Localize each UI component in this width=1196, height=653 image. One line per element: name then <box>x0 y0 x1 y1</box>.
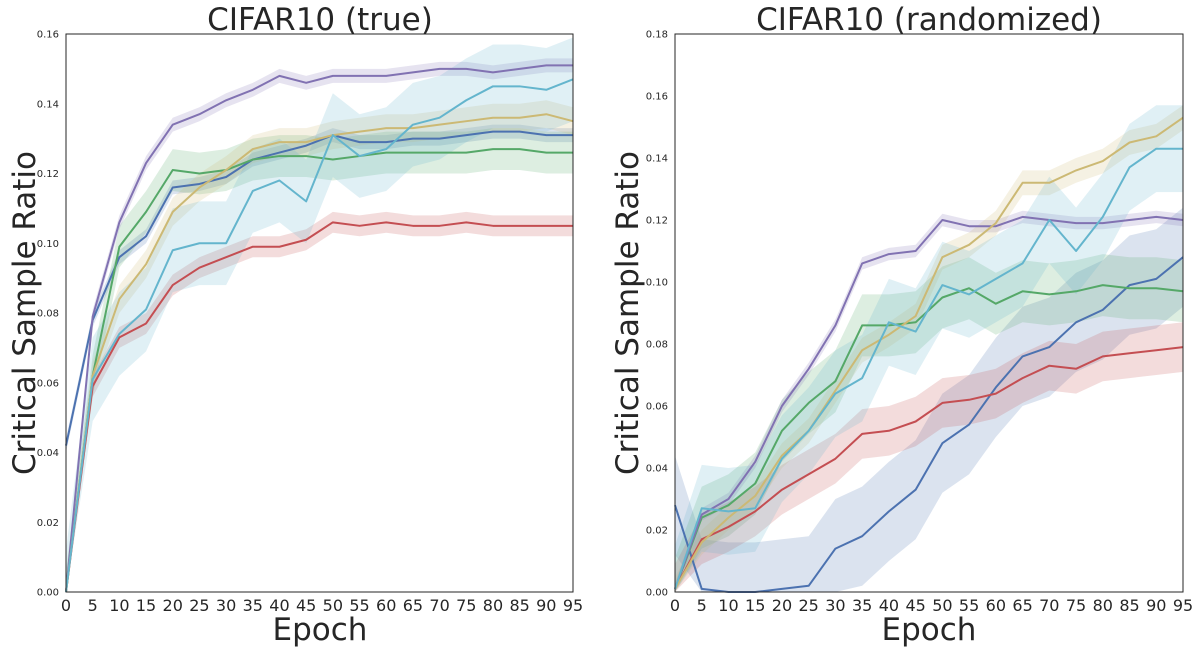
chart-cifar10-randomized: CIFAR10 (randomized) Epoch Critical Samp… <box>610 2 1193 648</box>
plot-frame <box>674 33 1184 593</box>
x-tick-label: 90 <box>536 596 556 615</box>
x-tick-label: 20 <box>772 596 792 615</box>
x-tick-label: 15 <box>136 596 156 615</box>
x-tick-label: 70 <box>1039 596 1059 615</box>
x-tick-label: 30 <box>825 596 845 615</box>
x-tick-label: 55 <box>349 596 369 615</box>
x-tick-label: 50 <box>323 596 343 615</box>
x-tick-label: 20 <box>163 596 183 615</box>
series-1-line <box>65 148 573 593</box>
x-tick-label: 80 <box>483 596 503 615</box>
x-tick-label: 5 <box>697 596 707 615</box>
y-axis-label: Critical Sample Ratio <box>7 151 43 475</box>
y-ticks: 0.00 0.02 0.04 0.06 0.08 0.10 0.12 0.14 0.16 0.18 <box>646 30 668 599</box>
x-tick-label: 65 <box>403 596 423 615</box>
x-tick-label: 75 <box>1066 596 1086 615</box>
x-tick-label: 40 <box>269 596 289 615</box>
plot-frame <box>65 33 574 593</box>
series-4-band <box>675 105 1183 593</box>
plot-area <box>674 105 1184 593</box>
x-ticks: 0 5 10 15 20 25 30 35 40 45 50 55 60 65 70 75 80 85 90 95 <box>61 596 583 615</box>
y-tick-label: 0.10 <box>646 278 668 289</box>
confidence-bands <box>66 37 573 593</box>
x-tick-label: 40 <box>879 596 899 615</box>
y-tick-label: 0.02 <box>646 526 668 537</box>
series-5-band <box>66 37 573 593</box>
x-tick-label: 25 <box>189 596 209 615</box>
x-tick-label: 45 <box>296 596 316 615</box>
series-lines <box>65 64 574 593</box>
y-tick-label: 0.18 <box>646 30 668 41</box>
series-4-line <box>674 116 1184 590</box>
series-0-line <box>674 256 1184 593</box>
chart-title: CIFAR10 (randomized) <box>756 2 1102 38</box>
series-5-line <box>674 147 1183 590</box>
series-4-line <box>65 113 574 593</box>
y-tick-label: 0.06 <box>37 378 59 389</box>
x-tick-label: 70 <box>429 596 449 615</box>
x-ticks: 0 5 10 15 20 25 30 35 40 45 50 55 60 65 70 75 80 85 90 95 <box>670 596 1193 615</box>
x-tick-label: 60 <box>376 596 396 615</box>
x-tick-label: 35 <box>852 596 872 615</box>
y-tick-label: 0.12 <box>646 216 668 227</box>
series-5-line <box>65 78 574 593</box>
series-2-line <box>674 346 1184 590</box>
x-tick-label: 10 <box>718 596 738 615</box>
x-tick-label: 35 <box>243 596 263 615</box>
x-tick-label: 65 <box>1012 596 1032 615</box>
series-0-band <box>675 207 1183 592</box>
series-0-line <box>65 130 573 446</box>
x-tick-label: 45 <box>905 596 925 615</box>
x-tick-label: 10 <box>109 596 129 615</box>
x-tick-label: 60 <box>986 596 1006 615</box>
y-tick-label: 0.06 <box>646 402 668 413</box>
x-tick-label: 30 <box>216 596 236 615</box>
x-tick-label: 25 <box>799 596 819 615</box>
y-tick-label: 0.00 <box>37 588 59 599</box>
x-tick-label: 75 <box>456 596 476 615</box>
y-tick-label: 0.14 <box>646 154 668 165</box>
x-tick-label: 0 <box>670 596 680 615</box>
x-tick-label: 55 <box>959 596 979 615</box>
x-tick-label: 95 <box>563 596 583 615</box>
x-tick-label: 90 <box>1146 596 1166 615</box>
x-tick-label: 50 <box>932 596 952 615</box>
y-tick-label: 0.04 <box>37 448 59 459</box>
y-tick-label: 0.04 <box>646 464 668 475</box>
y-tick-label: 0.12 <box>37 169 59 180</box>
x-tick-label: 15 <box>745 596 765 615</box>
x-tick-label: 95 <box>1173 596 1193 615</box>
y-tick-label: 0.02 <box>37 518 59 529</box>
plot-area <box>65 37 574 593</box>
x-axis-label: Epoch <box>273 612 368 648</box>
y-tick-label: 0.00 <box>646 588 668 599</box>
y-axis-label: Critical Sample Ratio <box>610 151 646 475</box>
series-3-line <box>65 64 573 593</box>
y-tick-label: 0.14 <box>37 99 59 110</box>
y-tick-label: 0.16 <box>37 30 59 41</box>
confidence-bands <box>675 105 1183 593</box>
series-2-line <box>65 221 573 593</box>
series-2-band <box>675 322 1183 592</box>
x-tick-label: 5 <box>88 596 98 615</box>
x-axis-label: Epoch <box>882 612 977 648</box>
y-ticks: 0.00 0.02 0.04 0.06 0.08 0.10 0.12 0.14 0.16 <box>37 30 59 599</box>
series-lines <box>674 116 1184 593</box>
x-tick-label: 85 <box>1119 596 1139 615</box>
y-tick-label: 0.08 <box>646 340 668 351</box>
x-tick-label: 80 <box>1093 596 1113 615</box>
y-tick-label: 0.10 <box>37 239 59 250</box>
x-tick-label: 85 <box>509 596 529 615</box>
y-tick-label: 0.16 <box>646 92 668 103</box>
x-tick-label: 0 <box>61 596 71 615</box>
chart-title: CIFAR10 (true) <box>207 2 433 38</box>
chart-cifar10-true: CIFAR10 (true) Epoch Critical Sample Rat… <box>7 2 583 648</box>
y-tick-label: 0.08 <box>37 309 59 320</box>
